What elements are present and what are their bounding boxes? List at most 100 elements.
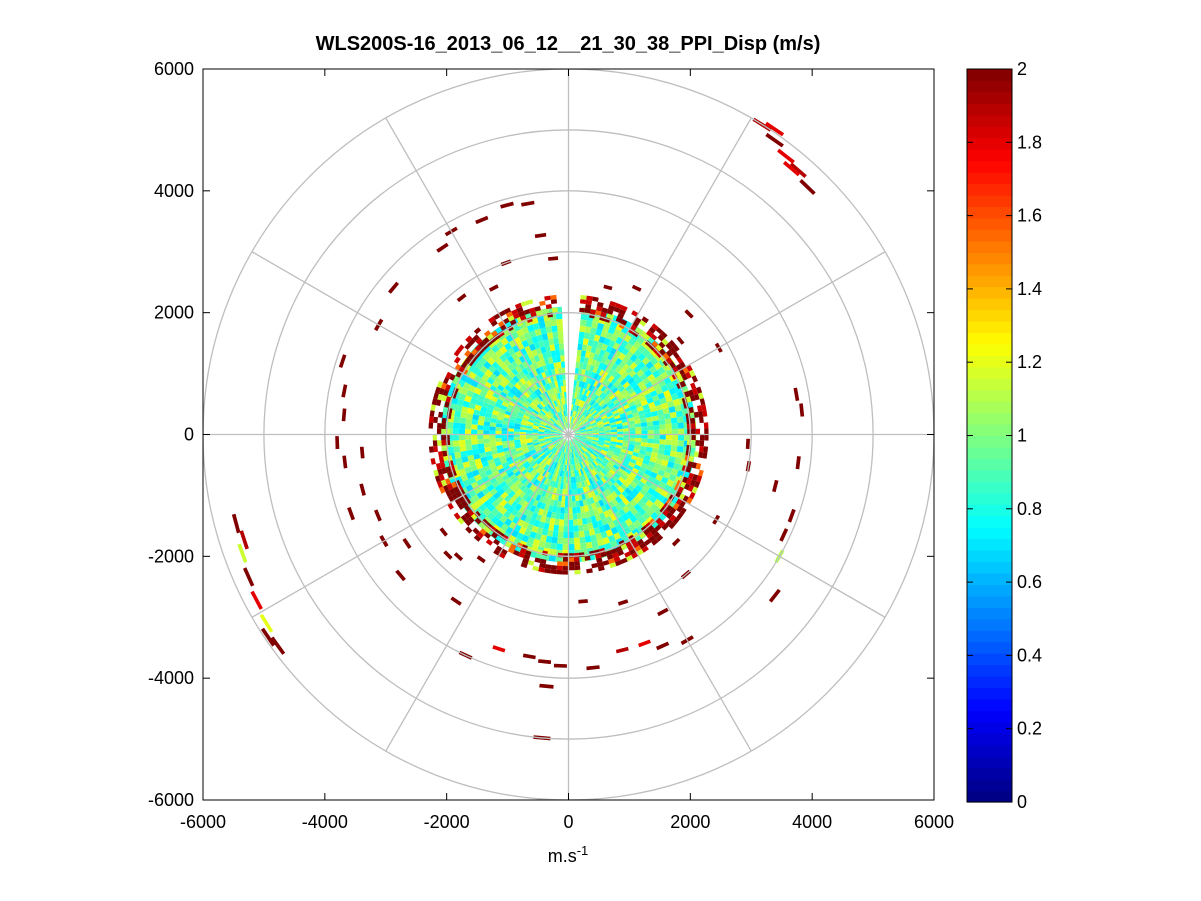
core-cell	[558, 343, 564, 350]
boundary-cell	[655, 517, 663, 525]
core-cell	[497, 373, 506, 381]
core-cell	[503, 417, 510, 422]
core-cell	[632, 477, 640, 485]
core-cell	[615, 420, 623, 425]
boundary-cell	[446, 483, 454, 491]
core-cell	[590, 483, 597, 491]
core-cell	[657, 366, 666, 375]
core-cell	[531, 470, 538, 478]
core-cell	[545, 363, 552, 371]
radial-spoke	[568, 251, 886, 436]
core-cell	[574, 435, 581, 437]
core-cell	[602, 536, 610, 545]
core-cell	[482, 525, 492, 534]
core-cell	[487, 503, 496, 512]
boundary-cell	[433, 416, 438, 423]
core-cell	[640, 399, 649, 407]
core-cell	[622, 381, 630, 389]
core-cell	[570, 440, 573, 447]
core-cell	[578, 414, 583, 420]
core-cell	[485, 451, 492, 457]
core-cell	[659, 424, 666, 430]
boundary-cell	[639, 532, 646, 539]
core-cell	[557, 500, 562, 508]
data-cell	[578, 599, 588, 604]
core-cell	[607, 391, 614, 398]
core-cell	[573, 411, 576, 418]
core-cell	[643, 408, 651, 414]
core-cell	[489, 384, 497, 392]
core-cell	[531, 525, 539, 533]
core-cell	[596, 421, 604, 426]
colorbar-band	[967, 492, 1012, 505]
core-cell	[531, 512, 538, 520]
core-cell	[566, 452, 568, 459]
core-cell	[624, 456, 632, 462]
core-cell	[483, 397, 491, 404]
boundary-cell	[473, 327, 482, 335]
core-cell	[577, 374, 582, 381]
core-cell	[637, 391, 645, 399]
data-cell	[534, 232, 547, 239]
core-cell	[514, 365, 522, 373]
core-cell	[579, 356, 585, 363]
core-cell	[678, 428, 685, 435]
core-cell	[551, 438, 558, 441]
core-cell	[609, 443, 617, 448]
core-cell	[571, 410, 574, 417]
core-cell	[514, 496, 522, 504]
core-cell	[598, 383, 605, 391]
core-cell	[578, 423, 584, 428]
core-cell	[583, 389, 589, 396]
core-cell	[574, 463, 578, 471]
core-cell	[471, 429, 478, 435]
core-cell	[562, 452, 565, 459]
boundary-cell	[428, 422, 434, 429]
data-cell	[476, 555, 486, 564]
colorbar-band	[967, 149, 1012, 162]
boundary-cell	[612, 552, 619, 559]
core-cell	[613, 532, 621, 541]
core-cell	[518, 506, 526, 514]
core-cell	[459, 439, 466, 446]
core-cell	[621, 513, 630, 522]
core-cell	[532, 454, 539, 460]
core-cell	[616, 425, 623, 430]
core-cell	[586, 437, 593, 440]
core-cell	[570, 422, 573, 429]
core-cell	[588, 528, 596, 536]
core-cell	[584, 451, 590, 458]
core-cell	[671, 423, 678, 430]
core-cell	[544, 345, 551, 353]
core-cell	[476, 478, 485, 487]
core-cell	[550, 430, 557, 433]
colorbar-band	[967, 320, 1012, 334]
core-cell	[510, 465, 518, 471]
core-cell	[617, 434, 624, 438]
core-cell	[633, 448, 640, 454]
core-cell	[603, 467, 610, 474]
core-cell	[649, 456, 657, 463]
core-cell	[532, 437, 539, 441]
data-cell	[768, 588, 781, 603]
core-cell	[542, 456, 549, 462]
core-cell	[484, 381, 492, 389]
core-cell	[560, 458, 564, 465]
core-cell	[604, 503, 612, 511]
core-cell	[541, 553, 550, 561]
core-cell	[570, 440, 574, 446]
core-cell	[522, 486, 530, 494]
boundary-cell	[465, 335, 473, 343]
core-cell	[650, 452, 658, 459]
core-cell	[558, 386, 562, 393]
core-cell	[653, 429, 660, 435]
core-cell	[600, 531, 608, 539]
core-cell	[529, 356, 537, 364]
core-cell	[471, 469, 480, 477]
core-cell	[454, 451, 462, 459]
core-cell	[511, 368, 519, 376]
boundary-cell	[592, 296, 599, 302]
core-cell	[494, 377, 503, 385]
core-cell	[583, 395, 588, 402]
colorbar-band	[967, 527, 1012, 540]
